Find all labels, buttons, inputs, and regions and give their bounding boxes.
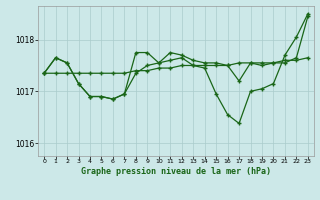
X-axis label: Graphe pression niveau de la mer (hPa): Graphe pression niveau de la mer (hPa) [81, 167, 271, 176]
